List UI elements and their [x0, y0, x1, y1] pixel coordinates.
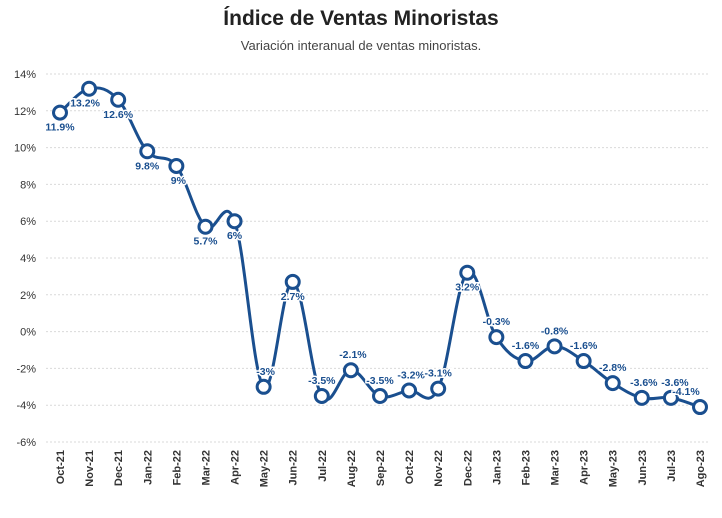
data-label: -3%	[256, 366, 275, 378]
data-point	[401, 382, 418, 399]
y-tick-label: -6%	[16, 437, 36, 449]
x-tick-label: Dec-22	[462, 450, 474, 486]
data-point	[459, 264, 476, 281]
data-label: 11.9%	[45, 122, 75, 134]
data-point	[313, 388, 330, 404]
data-point	[226, 213, 243, 230]
data-point	[168, 158, 185, 174]
data-point	[604, 375, 621, 392]
x-tick-label: Mar-22	[200, 450, 212, 485]
data-point	[488, 329, 505, 346]
data-label: -0.3%	[483, 316, 511, 328]
data-label: -1.6%	[570, 340, 598, 352]
data-label: -3.5%	[308, 375, 336, 387]
x-tick-label: Nov-22	[433, 450, 445, 487]
x-tick-label: Apr-22	[230, 450, 242, 485]
data-label: 12.6%	[103, 109, 133, 121]
series-line	[58, 86, 702, 409]
data-label: -3.1%	[424, 368, 452, 380]
data-label: -3.6%	[661, 377, 689, 389]
y-tick-label: 2%	[20, 290, 36, 302]
x-tick-label: Feb-23	[520, 450, 532, 485]
chart-subtitle: Variación interanual de ventas minorista…	[240, 38, 482, 53]
data-label: 9.8%	[135, 160, 160, 172]
x-tick-label: Mar-23	[550, 450, 562, 485]
data-point	[692, 399, 708, 416]
data-point	[517, 353, 534, 370]
x-tick-label: Nov-21	[84, 450, 96, 487]
data-label: -4.1%	[672, 386, 700, 398]
y-tick-label: 12%	[14, 106, 36, 118]
y-tick-label: -4%	[16, 400, 36, 412]
chart-title: Índice de Ventas Minoristas	[223, 7, 499, 30]
y-axis-ticks: 14% 12% 10% 8% 6% 4% 2% 0% -2% -4% -6%	[14, 69, 36, 449]
data-labels: 11.9%13.2%12.6%9.8%9%5.7% 6%-3%2.7%-3.5%-…	[44, 96, 702, 399]
data-point	[662, 389, 679, 406]
x-tick-label: Sep-22	[375, 450, 387, 486]
data-points	[52, 80, 708, 416]
data-label: -1.6%	[512, 340, 540, 352]
y-tick-label: 0%	[20, 327, 36, 339]
x-tick-label: Jun-23	[637, 450, 649, 485]
x-tick-label: Feb-22	[171, 450, 183, 485]
data-point	[197, 218, 214, 235]
x-tick-label: Jan-23	[491, 450, 503, 485]
x-tick-label: Ago-23	[695, 450, 707, 487]
data-point	[372, 388, 388, 404]
data-point	[52, 104, 68, 121]
data-label: -3.2%	[397, 369, 425, 381]
x-tick-label: May-22	[259, 450, 271, 487]
data-label: 2.7%	[281, 291, 306, 303]
y-tick-label: 8%	[20, 179, 36, 191]
x-tick-label: Jul-23	[666, 450, 678, 482]
data-point	[633, 389, 650, 406]
x-tick-label: Aug-22	[346, 450, 358, 487]
data-label: -0.8%	[541, 325, 569, 337]
data-point	[284, 273, 301, 290]
data-label: 9%	[171, 175, 187, 187]
data-label: -3.6%	[630, 377, 658, 389]
data-label: -2.8%	[599, 362, 627, 374]
data-point	[546, 338, 563, 355]
x-tick-label: Jun-22	[288, 450, 300, 485]
data-label: 13.2%	[70, 98, 100, 110]
data-label: 5.7%	[193, 236, 218, 248]
x-axis-ticks: Oct-21 Nov-21 Dec-21 Jan-22 Feb-22 Mar-22 Apr-…	[55, 450, 707, 487]
data-label: 3.2%	[455, 282, 480, 294]
y-tick-label: 14%	[14, 69, 36, 81]
x-tick-label: Dec-21	[113, 450, 125, 486]
data-point	[342, 362, 359, 379]
x-tick-label: Jul-22	[317, 450, 329, 482]
x-tick-label: Jan-22	[142, 450, 154, 485]
data-label: 6%	[227, 230, 243, 242]
x-tick-label: May-23	[608, 450, 620, 487]
x-tick-label: Apr-23	[579, 450, 591, 485]
x-tick-label: Oct-22	[404, 450, 416, 484]
y-tick-label: 4%	[20, 253, 36, 265]
data-point	[81, 80, 98, 97]
y-tick-label: 6%	[20, 216, 36, 228]
data-point	[139, 143, 156, 160]
x-tick-label: Oct-21	[55, 450, 67, 484]
data-point	[430, 380, 447, 397]
data-point	[255, 378, 272, 395]
y-tick-label: -2%	[16, 363, 36, 375]
data-label: -3.5%	[366, 375, 394, 387]
data-point	[110, 91, 127, 108]
data-label: -2.1%	[339, 349, 367, 361]
data-point	[575, 353, 592, 370]
y-tick-label: 10%	[14, 143, 36, 155]
